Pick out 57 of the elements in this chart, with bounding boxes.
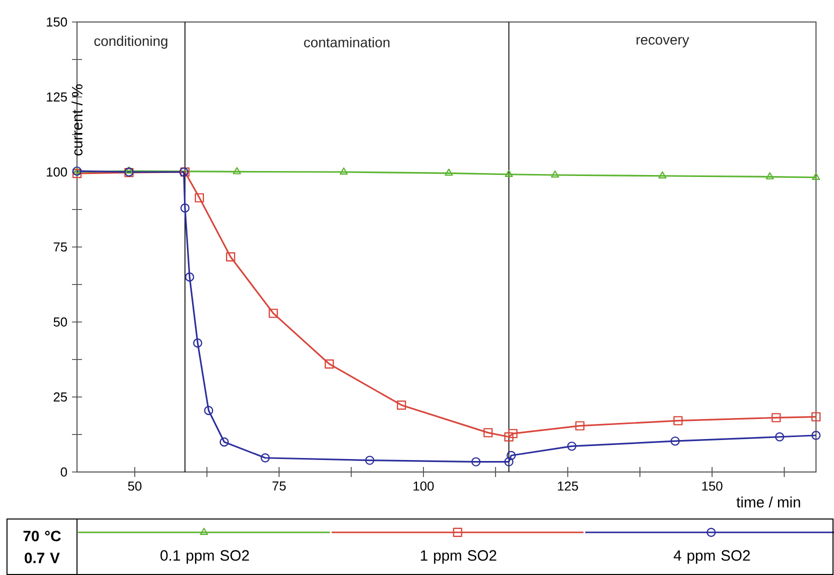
- point: [575, 421, 584, 430]
- point: [124, 166, 134, 174]
- y-tick-label: 125: [46, 92, 67, 102]
- x-tick-label: 50: [128, 482, 142, 491]
- x-tick-label: 100: [414, 482, 434, 491]
- point: [180, 203, 190, 213]
- point: [567, 442, 576, 451]
- point: [184, 272, 194, 282]
- point: [766, 172, 774, 180]
- point: [811, 412, 821, 422]
- point: [811, 430, 821, 440]
- x-tick-label: 125: [558, 482, 578, 491]
- point: [194, 193, 204, 202]
- y-tick-label: 0: [60, 467, 67, 477]
- point: [504, 457, 514, 466]
- x-tick-label: 150: [702, 482, 722, 491]
- y-tick-label: 50: [54, 317, 67, 327]
- point: [268, 308, 278, 318]
- y-tick-label: 150: [46, 17, 67, 27]
- point: [670, 436, 680, 446]
- point: [365, 456, 374, 465]
- point: [324, 359, 334, 369]
- y-axis-title: current / %: [72, 84, 82, 156]
- point: [232, 167, 241, 174]
- y-tick-label: 25: [54, 392, 67, 402]
- point: [471, 457, 481, 466]
- annotation: recovery: [636, 37, 690, 48]
- point: [508, 428, 518, 438]
- point: [226, 252, 236, 262]
- point: [340, 167, 348, 175]
- point: [550, 170, 560, 178]
- x-tick-label: 75: [272, 482, 286, 491]
- point: [444, 168, 453, 176]
- annotation: contamination: [304, 37, 390, 48]
- point: [220, 437, 229, 447]
- point: [396, 400, 406, 410]
- point: [504, 170, 513, 177]
- point: [72, 168, 82, 178]
- legend-label: 4 ppm SO2: [674, 550, 750, 564]
- legend-label: 0.1 ppm SO2: [160, 550, 249, 564]
- point: [504, 432, 514, 442]
- point: [812, 172, 820, 180]
- point: [483, 428, 493, 438]
- point: [772, 413, 781, 422]
- y-tick-label: 100: [46, 167, 67, 177]
- point: [506, 450, 516, 460]
- legend-title: 70 °C 0.7 V: [23, 530, 61, 564]
- point: [673, 416, 683, 426]
- point: [193, 338, 202, 348]
- point: [204, 406, 214, 416]
- point: [260, 453, 270, 462]
- y-tick-label: 75: [54, 242, 67, 252]
- point: [658, 171, 666, 178]
- point: [775, 432, 784, 442]
- legend-label: 1 ppm SO2: [420, 550, 496, 564]
- x-axis-title: time / min: [736, 496, 800, 508]
- annotation: conditioning: [94, 36, 168, 49]
